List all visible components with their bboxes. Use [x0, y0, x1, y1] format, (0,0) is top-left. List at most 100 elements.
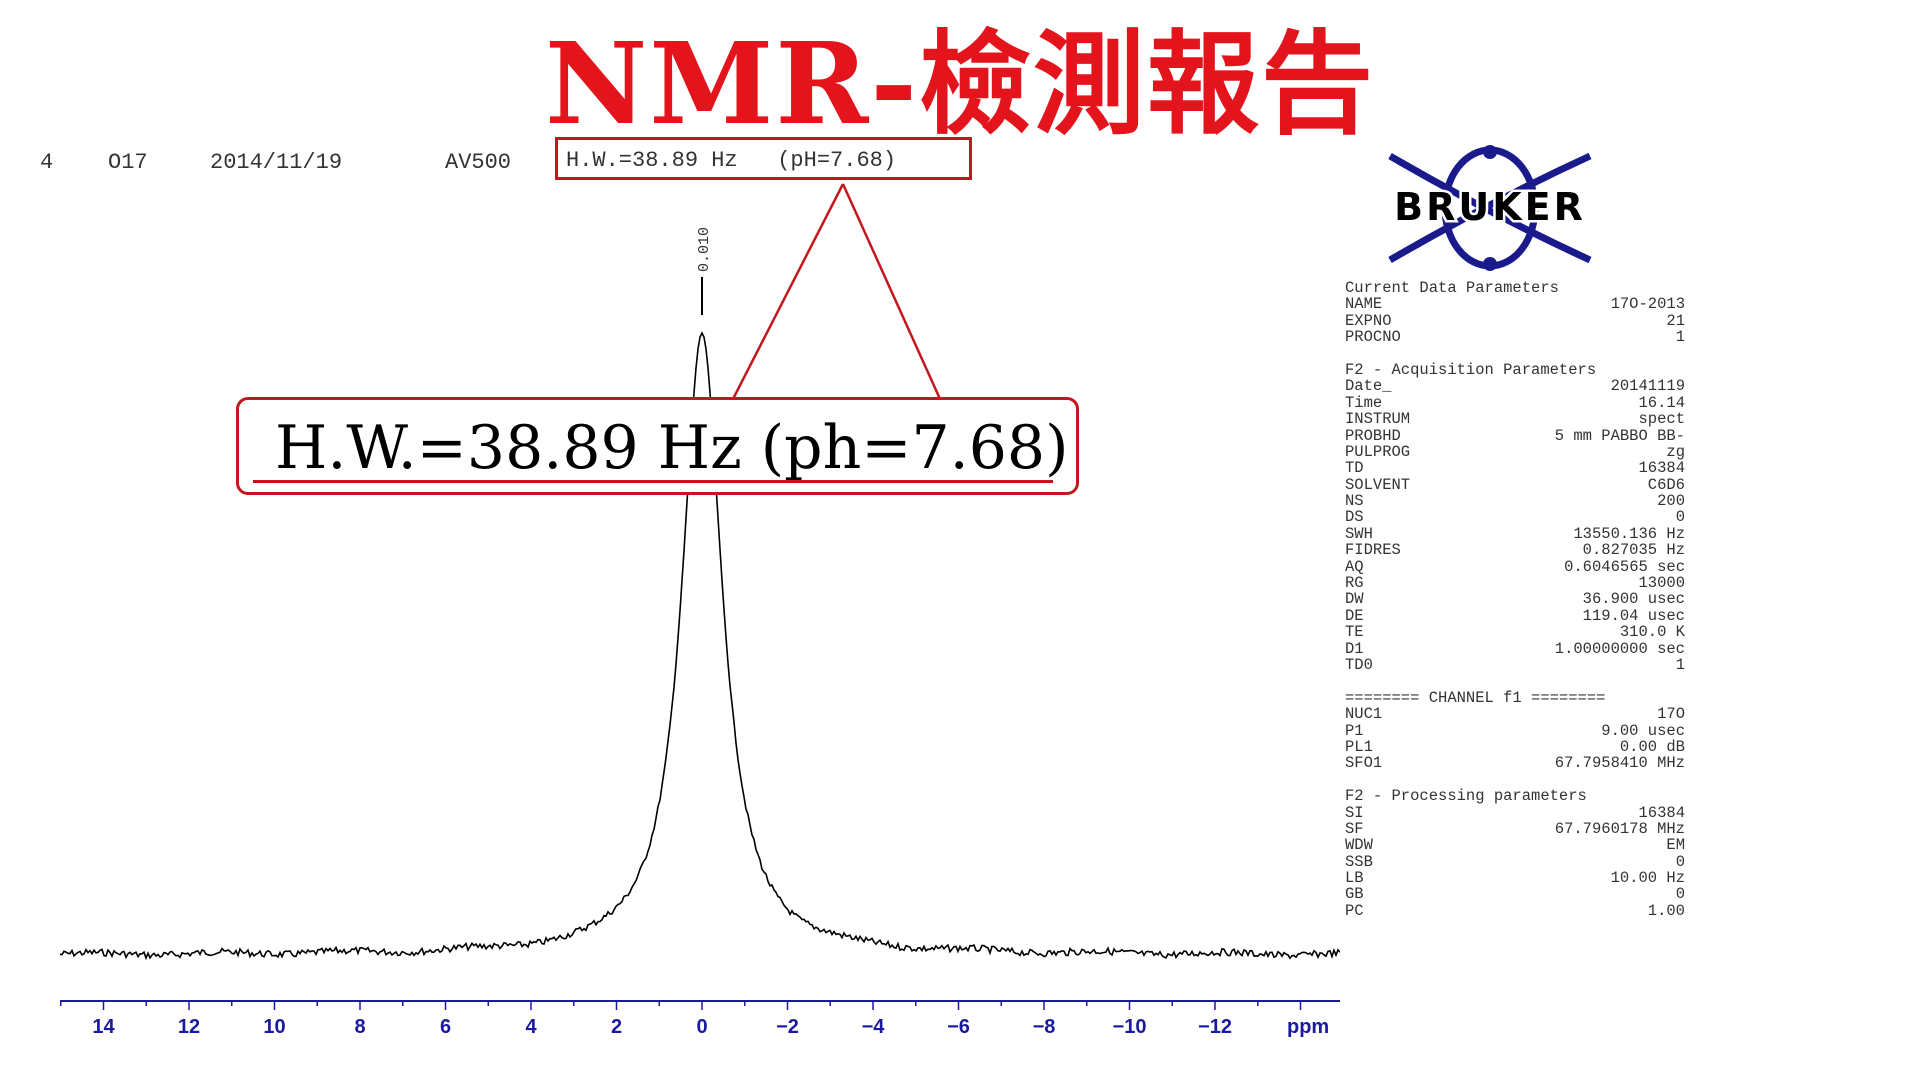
param-gap [1345, 673, 1685, 689]
param-group-heading: Current Data Parameters [1345, 279, 1559, 297]
param-group-heading: F2 - Processing parameters [1345, 787, 1587, 806]
param-value: 17O [1657, 705, 1685, 724]
param-row: NUC1 17O [1345, 705, 1685, 724]
callout-connector [841, 183, 942, 400]
x-tick-label: −6 [947, 1016, 970, 1038]
callout-lines [731, 183, 942, 400]
param-value: 16384 [1638, 803, 1685, 822]
x-tick-label: 6 [440, 1016, 451, 1038]
param-row: LB 10.00 Hz [1345, 869, 1685, 888]
param-row: RG 13000 [1345, 574, 1685, 593]
param-gap [1345, 772, 1685, 788]
param-key: D1 [1345, 639, 1364, 658]
param-group-heading: ======== CHANNEL f1 ======== [1345, 688, 1606, 707]
param-key: SOLVENT [1345, 475, 1411, 494]
param-row: DS 0 [1345, 508, 1685, 527]
param-key: PL1 [1345, 737, 1373, 756]
data-parameters-panel: Current Data Parameters NAME 17O-2013 EXPNO… [1345, 279, 1685, 920]
param-key: SI [1345, 803, 1364, 822]
param-row: SSB 0 [1345, 852, 1685, 871]
param-value: 1 [1675, 655, 1685, 674]
param-row: EXPNO 21 [1345, 311, 1685, 330]
param-key: SWH [1345, 524, 1373, 543]
callout-text: H.W.=38.89 Hz (ph=7.68) [275, 413, 1069, 483]
param-row: TD0 1 [1345, 655, 1685, 674]
param-row: P1 9.00 usec [1345, 722, 1685, 739]
param-value: 200 [1657, 492, 1685, 511]
x-axis-label: ppm [1287, 1016, 1329, 1038]
param-key: SF [1345, 819, 1364, 838]
callout-connector [731, 183, 845, 400]
x-tick-label: 10 [263, 1016, 285, 1038]
param-value: 1.00 [1647, 901, 1685, 920]
spectrum-header: 4 O17 2014/11/19 AV500 [40, 150, 511, 275]
param-row: PROCNO 1 [1345, 328, 1685, 347]
param-row: DW 36.900 usec [1345, 590, 1685, 609]
param-row: TE 310.0 K [1345, 623, 1685, 642]
logo-electron-top [1483, 145, 1497, 159]
param-value: 0.00 dB [1619, 737, 1685, 756]
param-value: 13000 [1638, 574, 1685, 593]
logo-electron-bottom [1483, 257, 1497, 271]
page-title: NMR-檢測報告 [545, 19, 1375, 150]
param-value: 16384 [1638, 459, 1685, 478]
param-value: 17O-2013 [1610, 295, 1685, 314]
param-value: 13550.136 Hz [1573, 524, 1685, 543]
hw-box-text: H.W.=38.89 Hz (pH=7.68) [566, 148, 897, 173]
param-key: SFO1 [1345, 754, 1383, 773]
x-axis-ticks: 14 12 10 8 6 4 2 0 −2 −4 −6 −8 −10 −12 [60, 1001, 1302, 1038]
param-key: LB [1345, 869, 1364, 888]
param-value: 0.827035 Hz [1582, 541, 1685, 560]
param-value: 310.0 K [1619, 623, 1685, 642]
x-tick-label: −10 [1113, 1016, 1147, 1038]
header-instrument: AV500 [445, 150, 512, 175]
param-key: RG [1345, 574, 1364, 593]
param-key: Date_ [1345, 377, 1392, 396]
param-row: FIDRES 0.827035 Hz [1345, 541, 1685, 560]
param-value: 0 [1675, 508, 1685, 527]
x-tick-label: 0 [696, 1016, 707, 1038]
logo-orbit-diag-1 [1388, 152, 1592, 264]
spectrum-line [59, 331, 1340, 961]
hw-box: H.W.=38.89 Hz (pH=7.68) [555, 137, 972, 180]
param-key: PROCNO [1345, 328, 1401, 347]
param-group-heading: F2 - Acquisition Parameters [1345, 360, 1597, 379]
param-value: 0.6046565 sec [1564, 557, 1685, 576]
param-row: PROBHD 5 mm PABBO BB- [1345, 427, 1685, 444]
param-key: WDW [1345, 836, 1373, 855]
param-key: DE [1345, 606, 1364, 625]
param-gap [1345, 346, 1685, 362]
param-value: C6D6 [1647, 475, 1685, 494]
x-tick-label: 8 [354, 1016, 365, 1038]
param-value: 67.7960178 MHz [1554, 819, 1685, 838]
param-key: DW [1345, 590, 1364, 609]
param-row: WDW EM [1345, 836, 1685, 855]
param-value: 67.7958410 MHz [1554, 754, 1685, 773]
param-row: D1 1.00000000 sec [1345, 639, 1685, 658]
param-value: 21 [1666, 311, 1685, 330]
param-row: Time 16.14 [1345, 394, 1685, 411]
param-key: TD [1345, 459, 1364, 478]
param-value: 0 [1675, 852, 1685, 871]
peak-label-group: 0.010 [696, 227, 713, 315]
param-row: Date_ 20141119 [1345, 377, 1685, 396]
param-row: PULPROG zg [1345, 443, 1685, 460]
param-key: FIDRES [1345, 541, 1401, 560]
nmr-spectrum-chart: 0.010 14 12 10 8 6 4 2 0 −2 −4 −6 −8 −10 −12 ppm [59, 183, 1340, 1038]
param-key: NS [1345, 492, 1364, 511]
peak-label: 0.010 [696, 227, 713, 272]
param-key: SSB [1345, 852, 1373, 871]
param-row: NAME 17O-2013 [1345, 295, 1685, 314]
param-key: EXPNO [1345, 311, 1392, 330]
param-row: SI 16384 [1345, 803, 1685, 822]
param-value: 10.00 Hz [1610, 869, 1685, 888]
param-row: SWH 13550.136 Hz [1345, 524, 1685, 543]
callout-underline [253, 480, 1053, 483]
param-row: DE 119.04 usec [1345, 606, 1685, 625]
param-row: TD 16384 [1345, 459, 1685, 478]
param-key: TE [1345, 623, 1364, 642]
header-expno: 4 [40, 150, 54, 175]
logo-text: BRUKER [1394, 185, 1586, 229]
param-row: PC 1.00 [1345, 901, 1685, 920]
param-key: NAME [1345, 295, 1383, 314]
